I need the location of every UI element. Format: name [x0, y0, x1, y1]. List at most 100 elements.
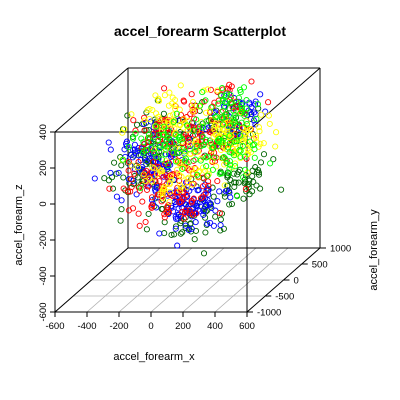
data-point [212, 114, 219, 121]
data-point [118, 162, 125, 169]
data-point [177, 121, 184, 128]
data-point [158, 156, 166, 163]
data-point [159, 196, 167, 204]
data-point [251, 101, 259, 108]
data-point [224, 169, 231, 176]
bounding-box [54, 67, 321, 313]
data-point [189, 98, 197, 106]
data-point [222, 155, 229, 162]
data-point [141, 140, 148, 147]
x-tick-label: 0 [148, 321, 153, 332]
data-point [251, 154, 258, 161]
data-point [278, 186, 285, 193]
data-point [234, 101, 241, 108]
data-point [136, 222, 143, 229]
data-point [197, 102, 204, 109]
data-point [193, 202, 200, 209]
data-point [199, 89, 206, 96]
data-point [177, 82, 184, 89]
data-point [156, 115, 163, 123]
data-point [105, 139, 112, 146]
data-point [197, 195, 205, 202]
data-point [231, 138, 238, 145]
data-point [253, 115, 260, 122]
data-point [254, 101, 261, 108]
data-point [227, 176, 234, 183]
data-point [145, 134, 152, 141]
data-point [140, 171, 147, 178]
data-point [120, 174, 127, 181]
data-point [194, 127, 201, 134]
data-point [185, 226, 192, 234]
data-point [266, 120, 273, 127]
data-point [161, 214, 168, 221]
data-point [115, 169, 122, 176]
data-point [214, 87, 221, 94]
data-point [202, 136, 209, 143]
data-point [273, 129, 280, 136]
data-point [143, 161, 150, 168]
data-point [143, 186, 151, 193]
data-point [243, 97, 250, 104]
data-point [205, 182, 212, 189]
data-point [117, 217, 124, 224]
data-point [227, 91, 234, 99]
data-point [106, 185, 113, 192]
data-point [161, 211, 168, 218]
data-point [163, 137, 170, 144]
data-point [224, 182, 231, 189]
data-point [221, 182, 228, 189]
data-point [223, 159, 230, 166]
data-point [131, 170, 138, 177]
data-point [192, 219, 199, 226]
data-point [129, 154, 136, 161]
data-point [178, 204, 185, 211]
data-point [149, 106, 156, 114]
data-point [219, 85, 226, 92]
data-point [181, 144, 188, 151]
data-point [225, 144, 232, 151]
data-point [248, 111, 255, 118]
data-point [140, 139, 147, 146]
data-point [188, 213, 195, 220]
data-point [265, 99, 272, 106]
data-point [125, 176, 132, 183]
data-point [145, 183, 152, 190]
data-point [163, 180, 170, 187]
data-point [166, 150, 173, 157]
data-point [201, 152, 208, 159]
data-point [214, 143, 221, 150]
data-point [174, 215, 181, 222]
data-point [205, 178, 212, 185]
data-point [128, 183, 135, 191]
data-point [216, 210, 223, 217]
data-point [210, 193, 217, 200]
data-point [151, 165, 158, 172]
data-point [148, 194, 156, 201]
data-point [161, 92, 168, 99]
data-point [129, 135, 137, 142]
data-point [234, 171, 241, 178]
data-point [141, 127, 148, 134]
data-point [226, 123, 234, 130]
data-point [209, 166, 216, 173]
data-point [199, 193, 206, 200]
data-point [189, 181, 196, 188]
data-point [184, 126, 192, 133]
data-point [214, 198, 221, 205]
data-point [204, 220, 211, 227]
data-point [235, 94, 242, 101]
data-point [250, 178, 257, 185]
data-point [232, 179, 239, 186]
data-point [218, 92, 225, 99]
data-point [111, 159, 118, 166]
data-point [210, 222, 217, 229]
data-point [170, 118, 177, 125]
data-point [184, 175, 191, 182]
data-point [246, 177, 253, 184]
data-point [124, 112, 131, 119]
data-point [176, 133, 183, 140]
data-point [176, 136, 183, 144]
data-point [108, 174, 116, 181]
